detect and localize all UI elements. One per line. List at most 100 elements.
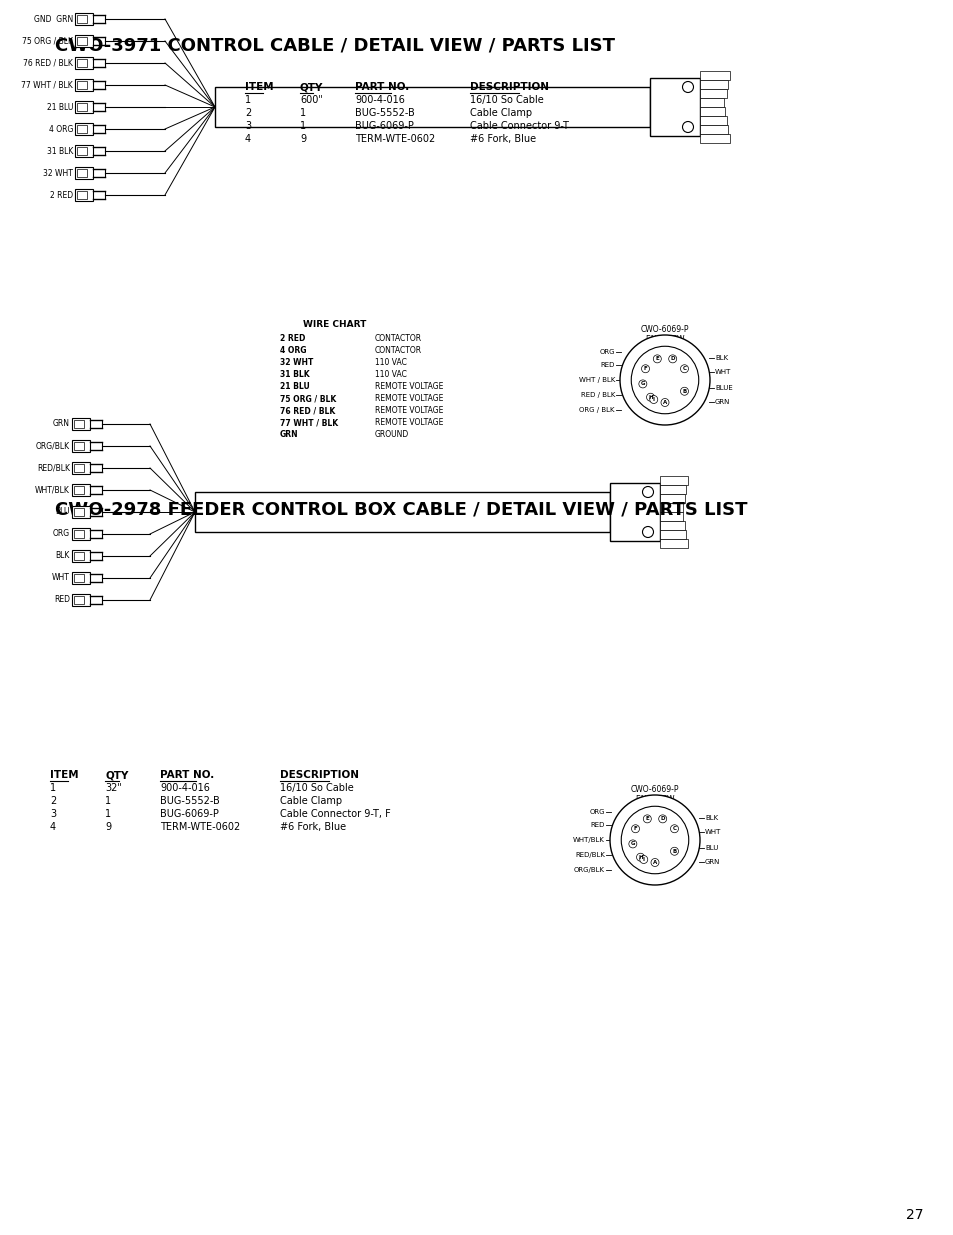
- Text: 4: 4: [50, 823, 56, 832]
- Bar: [77, 169, 87, 177]
- Text: ORG: ORG: [589, 809, 604, 815]
- Text: C: C: [681, 367, 686, 372]
- Bar: [700, 116, 726, 125]
- Circle shape: [670, 847, 678, 856]
- Text: BLU: BLU: [704, 845, 718, 851]
- Bar: [659, 503, 682, 513]
- Text: GRN: GRN: [280, 430, 298, 438]
- Text: H: H: [647, 395, 652, 400]
- Text: 1: 1: [299, 121, 306, 131]
- Bar: [71, 594, 90, 606]
- Text: WHT/BLK: WHT/BLK: [35, 485, 70, 494]
- Circle shape: [653, 354, 660, 363]
- Bar: [75, 189, 92, 201]
- Bar: [700, 89, 726, 98]
- Text: 900-4-016: 900-4-016: [160, 783, 210, 793]
- Bar: [77, 59, 87, 67]
- Text: ORG: ORG: [52, 530, 70, 538]
- Bar: [609, 483, 659, 541]
- Text: QTY: QTY: [105, 769, 129, 781]
- Text: 16/10 So Cable: 16/10 So Cable: [280, 783, 354, 793]
- Bar: [74, 530, 84, 538]
- Text: RED: RED: [590, 823, 604, 827]
- Bar: [75, 57, 92, 69]
- Circle shape: [609, 795, 700, 885]
- Bar: [71, 484, 90, 496]
- Bar: [77, 82, 87, 89]
- Bar: [659, 513, 682, 521]
- Circle shape: [640, 364, 649, 373]
- Text: 1: 1: [245, 95, 251, 105]
- Bar: [71, 462, 90, 474]
- Text: 9: 9: [299, 135, 306, 144]
- Bar: [75, 79, 92, 91]
- Text: I: I: [652, 396, 654, 401]
- Text: REMOTE VOLTAGE: REMOTE VOLTAGE: [375, 382, 443, 391]
- Text: 110 VAC: 110 VAC: [375, 370, 406, 379]
- Text: BUG-5552-B: BUG-5552-B: [355, 107, 415, 119]
- Text: D: D: [670, 357, 674, 362]
- Bar: [700, 98, 723, 107]
- Text: PART NO.: PART NO.: [160, 769, 214, 781]
- Text: I: I: [642, 857, 644, 862]
- Text: 27: 27: [905, 1208, 923, 1221]
- Text: 31 BLK: 31 BLK: [47, 147, 73, 156]
- Text: 2 RED: 2 RED: [50, 190, 73, 200]
- Bar: [71, 529, 90, 540]
- Text: 31 BLK: 31 BLK: [280, 370, 310, 379]
- Bar: [77, 125, 87, 133]
- Text: 75 ORG / BLK: 75 ORG / BLK: [22, 37, 73, 46]
- Text: G: G: [630, 841, 635, 846]
- Text: 2: 2: [50, 797, 56, 806]
- Bar: [74, 574, 84, 582]
- Circle shape: [679, 388, 688, 395]
- Text: DESCRIPTION: DESCRIPTION: [280, 769, 358, 781]
- Text: WHT: WHT: [52, 573, 70, 583]
- Text: 600": 600": [299, 95, 322, 105]
- Text: C: C: [672, 826, 676, 831]
- Circle shape: [681, 121, 693, 132]
- Text: ORG/BLK: ORG/BLK: [36, 441, 70, 451]
- Text: 76 RED / BLK: 76 RED / BLK: [23, 58, 73, 68]
- Text: 4 ORG: 4 ORG: [49, 125, 73, 133]
- Bar: [659, 538, 687, 548]
- Bar: [700, 80, 728, 89]
- Bar: [659, 475, 687, 485]
- Text: BUG-6069-P: BUG-6069-P: [355, 121, 414, 131]
- Text: 4: 4: [245, 135, 251, 144]
- Text: CWO-3971 CONTROL CABLE / DETAIL VIEW / PARTS LIST: CWO-3971 CONTROL CABLE / DETAIL VIEW / P…: [55, 36, 615, 54]
- Circle shape: [620, 806, 688, 873]
- Text: Cable Connector 9-T: Cable Connector 9-T: [470, 121, 568, 131]
- Text: #6 Fork, Blue: #6 Fork, Blue: [470, 135, 536, 144]
- Text: #6 Fork, Blue: #6 Fork, Blue: [280, 823, 346, 832]
- Bar: [71, 440, 90, 452]
- Bar: [700, 125, 728, 135]
- Text: 75 ORG / BLK: 75 ORG / BLK: [280, 394, 335, 403]
- Text: QTY: QTY: [299, 82, 323, 91]
- Text: 21 BLU: 21 BLU: [47, 103, 73, 111]
- Text: ORG: ORG: [598, 350, 615, 354]
- Bar: [700, 135, 729, 143]
- Text: 4 ORG: 4 ORG: [280, 346, 306, 354]
- Text: 3: 3: [50, 809, 56, 819]
- Bar: [649, 78, 700, 136]
- Text: 32 WHT: 32 WHT: [43, 168, 73, 178]
- Bar: [75, 35, 92, 47]
- Bar: [71, 550, 90, 562]
- Bar: [75, 14, 92, 25]
- Text: CONTACTOR: CONTACTOR: [375, 346, 421, 354]
- Text: B: B: [681, 389, 686, 394]
- Circle shape: [646, 393, 654, 401]
- Bar: [71, 572, 90, 584]
- Circle shape: [650, 858, 659, 867]
- Bar: [77, 15, 87, 23]
- Bar: [659, 494, 684, 503]
- Text: GRN: GRN: [714, 399, 730, 405]
- Bar: [214, 86, 649, 127]
- Bar: [659, 485, 686, 494]
- Circle shape: [639, 380, 646, 388]
- Text: 110 VAC: 110 VAC: [375, 358, 406, 367]
- Text: ORG/BLK: ORG/BLK: [574, 867, 604, 873]
- Circle shape: [681, 82, 693, 93]
- Text: ITEM: ITEM: [50, 769, 78, 781]
